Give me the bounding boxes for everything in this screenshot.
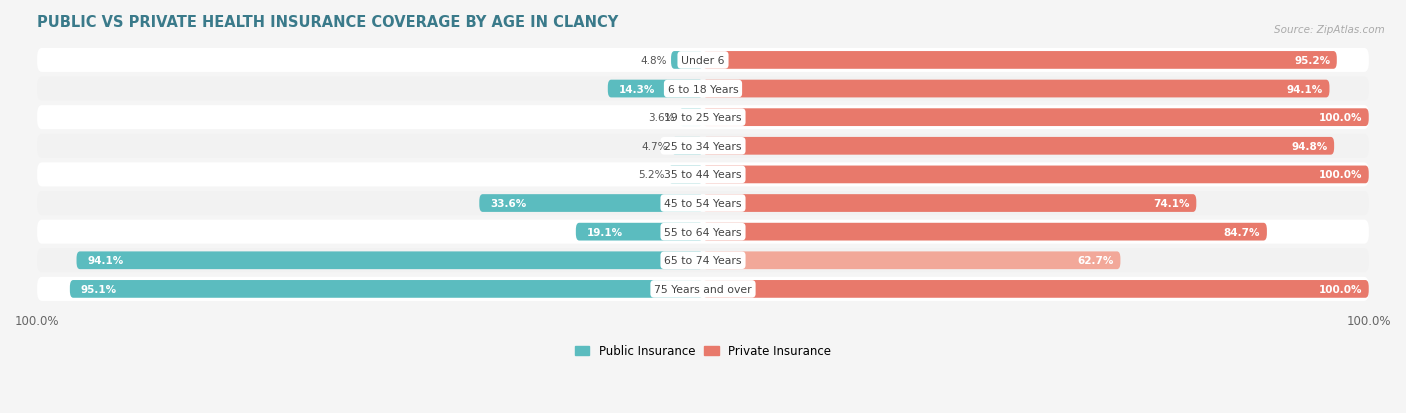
- Text: 100.0%: 100.0%: [1319, 284, 1362, 294]
- Text: 4.8%: 4.8%: [641, 56, 666, 66]
- FancyBboxPatch shape: [37, 249, 1369, 273]
- Text: 4.7%: 4.7%: [641, 141, 668, 152]
- FancyBboxPatch shape: [703, 52, 1337, 70]
- FancyBboxPatch shape: [679, 109, 703, 127]
- Text: 65 to 74 Years: 65 to 74 Years: [664, 256, 742, 266]
- FancyBboxPatch shape: [703, 81, 1330, 98]
- Text: Under 6: Under 6: [682, 56, 724, 66]
- Text: 6 to 18 Years: 6 to 18 Years: [668, 84, 738, 94]
- Text: 35 to 44 Years: 35 to 44 Years: [664, 170, 742, 180]
- Text: 94.8%: 94.8%: [1291, 141, 1327, 152]
- FancyBboxPatch shape: [37, 163, 1369, 187]
- FancyBboxPatch shape: [37, 49, 1369, 73]
- Text: 5.2%: 5.2%: [638, 170, 665, 180]
- FancyBboxPatch shape: [37, 77, 1369, 101]
- FancyBboxPatch shape: [70, 280, 703, 298]
- Text: 45 to 54 Years: 45 to 54 Years: [664, 199, 742, 209]
- Text: 3.6%: 3.6%: [648, 113, 675, 123]
- FancyBboxPatch shape: [703, 223, 1267, 241]
- Text: 33.6%: 33.6%: [489, 199, 526, 209]
- FancyBboxPatch shape: [479, 195, 703, 212]
- FancyBboxPatch shape: [703, 280, 1369, 298]
- FancyBboxPatch shape: [37, 277, 1369, 301]
- FancyBboxPatch shape: [703, 166, 1369, 184]
- FancyBboxPatch shape: [37, 220, 1369, 244]
- FancyBboxPatch shape: [668, 166, 703, 184]
- Text: 84.7%: 84.7%: [1223, 227, 1260, 237]
- Text: 100.0%: 100.0%: [1319, 170, 1362, 180]
- FancyBboxPatch shape: [37, 135, 1369, 159]
- FancyBboxPatch shape: [703, 195, 1197, 212]
- Legend: Public Insurance, Private Insurance: Public Insurance, Private Insurance: [571, 340, 835, 362]
- Text: 74.1%: 74.1%: [1153, 199, 1189, 209]
- Text: 95.1%: 95.1%: [80, 284, 117, 294]
- Text: 25 to 34 Years: 25 to 34 Years: [664, 141, 742, 152]
- Text: 55 to 64 Years: 55 to 64 Years: [664, 227, 742, 237]
- Text: 95.2%: 95.2%: [1294, 56, 1330, 66]
- FancyBboxPatch shape: [576, 223, 703, 241]
- Text: 94.1%: 94.1%: [87, 256, 124, 266]
- FancyBboxPatch shape: [703, 252, 1121, 270]
- Text: 62.7%: 62.7%: [1077, 256, 1114, 266]
- FancyBboxPatch shape: [76, 252, 703, 270]
- Text: 100.0%: 100.0%: [1319, 113, 1362, 123]
- FancyBboxPatch shape: [37, 106, 1369, 130]
- FancyBboxPatch shape: [671, 52, 703, 70]
- Text: 19 to 25 Years: 19 to 25 Years: [664, 113, 742, 123]
- FancyBboxPatch shape: [703, 109, 1369, 127]
- FancyBboxPatch shape: [703, 138, 1334, 155]
- Text: 14.3%: 14.3%: [619, 84, 655, 94]
- Text: 94.1%: 94.1%: [1286, 84, 1323, 94]
- FancyBboxPatch shape: [37, 192, 1369, 216]
- Text: 75 Years and over: 75 Years and over: [654, 284, 752, 294]
- Text: PUBLIC VS PRIVATE HEALTH INSURANCE COVERAGE BY AGE IN CLANCY: PUBLIC VS PRIVATE HEALTH INSURANCE COVER…: [37, 15, 619, 30]
- Text: 19.1%: 19.1%: [586, 227, 623, 237]
- Text: Source: ZipAtlas.com: Source: ZipAtlas.com: [1274, 25, 1385, 35]
- FancyBboxPatch shape: [672, 138, 703, 155]
- FancyBboxPatch shape: [607, 81, 703, 98]
